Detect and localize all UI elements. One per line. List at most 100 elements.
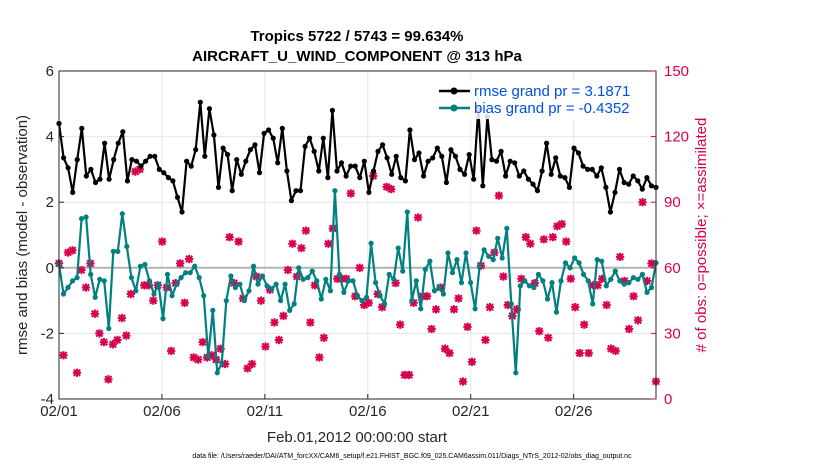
obs-marker — [413, 213, 423, 222]
x-axis-label: Feb.01,2012 00:00:00 start — [267, 429, 448, 446]
bias-point — [187, 270, 193, 276]
bias-point — [282, 281, 288, 287]
rmse-point — [79, 125, 85, 131]
rmse-point — [585, 166, 591, 172]
bias-point — [576, 260, 582, 266]
rmse-point — [320, 135, 326, 141]
bias-point — [314, 278, 320, 284]
rmse-point — [197, 99, 203, 105]
obs-marker — [427, 324, 436, 334]
bias-point — [133, 288, 139, 294]
obs-marker — [180, 298, 189, 307]
bias-point — [540, 278, 546, 284]
obs-marker — [315, 353, 324, 362]
bias-point — [395, 245, 401, 251]
bias-point — [192, 263, 198, 269]
y-axis-label-left: rmse and bias (model - observation) — [14, 115, 31, 355]
bias-point — [418, 306, 424, 312]
bias-point — [223, 298, 229, 304]
bias-point — [639, 271, 646, 277]
bias-point — [562, 260, 569, 266]
bias-point — [183, 270, 189, 276]
rmse-point — [548, 171, 554, 177]
bias-point — [449, 270, 456, 276]
obs-marker — [167, 346, 176, 356]
rmse-point — [152, 153, 158, 159]
obs-marker — [225, 233, 234, 242]
x-tick-label: 02/26 — [555, 403, 593, 420]
bias-point — [345, 278, 352, 284]
bias-point — [119, 211, 125, 217]
rmse-point — [398, 175, 404, 181]
rmse-point — [462, 171, 468, 177]
obs-marker — [189, 353, 198, 362]
rmse-point — [170, 178, 176, 184]
bias-point — [499, 255, 505, 261]
x-tick-label: 02/01 — [40, 403, 78, 420]
obs-marker — [611, 346, 620, 356]
rmse-point — [143, 158, 149, 164]
bias-point — [305, 275, 311, 281]
rmse-series — [56, 99, 659, 215]
rmse-point — [480, 183, 486, 189]
bias-point — [486, 253, 492, 259]
bias-point — [97, 276, 103, 282]
bias-point — [431, 288, 437, 294]
bias-point — [409, 298, 415, 304]
rmse-point — [316, 168, 322, 174]
obs-marker — [216, 344, 225, 353]
obs-marker — [207, 351, 216, 360]
bias-point — [296, 265, 302, 271]
bias-point — [250, 263, 257, 269]
obs-marker — [243, 364, 252, 373]
bias-point — [146, 278, 153, 284]
bias-point — [287, 307, 293, 313]
rmse-point — [498, 148, 504, 154]
rmse-point — [389, 171, 395, 177]
bias-point — [309, 268, 315, 274]
obs-marker — [633, 316, 643, 325]
obs-marker — [373, 289, 382, 299]
rmse-point — [106, 176, 112, 182]
obs-marker — [642, 276, 652, 286]
obs-marker — [176, 259, 185, 268]
bias-point — [517, 283, 523, 289]
y-tick-label-right: 120 — [664, 129, 689, 146]
rmse-point — [452, 153, 459, 159]
bias-point — [386, 271, 392, 277]
rmse-point — [439, 153, 445, 159]
obs-marker — [185, 254, 194, 264]
rmse-point — [206, 106, 212, 112]
rmse-point — [138, 163, 144, 169]
obs-marker — [140, 281, 149, 290]
bias-point — [101, 278, 107, 284]
rmse-point — [174, 194, 181, 200]
rmse-point — [270, 135, 276, 141]
obs-marker — [539, 235, 548, 244]
obs-marker — [458, 377, 468, 386]
bias-point — [472, 306, 478, 312]
bias-point — [151, 291, 157, 297]
bias-point — [115, 248, 121, 254]
rmse-point — [234, 157, 240, 163]
obs-marker — [620, 276, 629, 286]
obs-marker — [256, 296, 266, 305]
rmse-point — [621, 179, 627, 186]
rmse-point — [521, 168, 527, 174]
obs-marker — [575, 348, 584, 358]
obs-marker — [562, 237, 571, 246]
rmse-point — [384, 155, 390, 161]
rmse-point — [370, 168, 377, 174]
rmse-point — [361, 158, 367, 164]
obs-marker — [346, 189, 355, 198]
bias-point — [336, 271, 342, 277]
bias-point — [463, 250, 469, 256]
rmse-point — [648, 183, 655, 189]
obs-marker — [158, 237, 167, 246]
bias-point — [70, 278, 76, 284]
rmse-point — [311, 148, 317, 154]
bias-point — [404, 209, 410, 215]
y-tick-label-right: 90 — [664, 194, 681, 211]
obs-marker — [467, 357, 477, 366]
rmse-point — [553, 155, 559, 161]
